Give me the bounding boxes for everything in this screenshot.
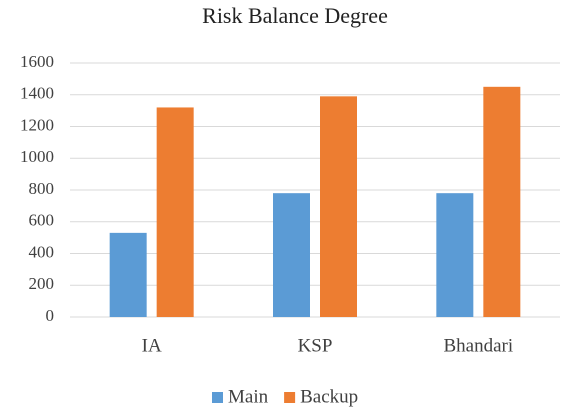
legend-swatch [212, 392, 223, 403]
y-tick-label: 600 [29, 211, 55, 230]
y-tick-label: 1600 [20, 52, 54, 71]
x-tick-label: KSP [298, 335, 333, 356]
x-tick-label: IA [142, 335, 162, 356]
bar [273, 193, 310, 317]
y-tick-label: 200 [29, 274, 55, 293]
y-tick-label: 0 [46, 306, 55, 325]
bar [156, 107, 194, 317]
bar [436, 193, 474, 317]
bar [483, 86, 521, 317]
y-tick-label: 1200 [20, 115, 54, 134]
legend-swatch [284, 392, 296, 403]
x-tick-label: Bhandari [444, 335, 514, 356]
bar [320, 96, 357, 318]
y-tick-label: 400 [29, 242, 55, 261]
y-tick-label: 800 [29, 179, 55, 198]
bar [109, 232, 147, 317]
y-tick-label: 1000 [20, 147, 54, 166]
chart-title: Risk Balance Degree [202, 3, 388, 28]
legend-label: Backup [300, 386, 358, 407]
y-tick-label: 1400 [20, 84, 54, 103]
legend-label: Main [228, 386, 269, 407]
